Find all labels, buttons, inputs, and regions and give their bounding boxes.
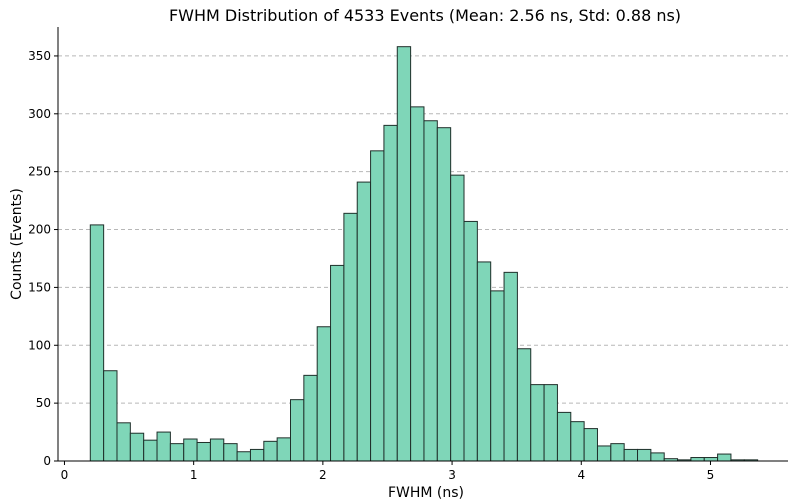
histogram-bar bbox=[249, 448, 265, 462]
histogram-bar bbox=[463, 220, 478, 462]
histogram-bar bbox=[450, 174, 465, 462]
histogram-bar bbox=[209, 438, 225, 462]
histogram-bar bbox=[330, 264, 345, 462]
histogram-bar bbox=[129, 432, 145, 462]
histogram-bar bbox=[650, 452, 665, 462]
histogram-bar bbox=[476, 261, 492, 462]
histogram-bar bbox=[169, 443, 185, 462]
y-tick-label: 150 bbox=[28, 280, 51, 294]
histogram-bar bbox=[236, 451, 251, 462]
y-tick-label: 100 bbox=[28, 338, 51, 352]
histogram-bar bbox=[116, 422, 131, 462]
histogram-bar bbox=[356, 181, 372, 462]
histogram-bar bbox=[143, 439, 158, 462]
histogram-bar bbox=[316, 326, 332, 462]
x-tick-label: 0 bbox=[61, 468, 69, 482]
chart-title: FWHM Distribution of 4533 Events (Mean: … bbox=[169, 6, 681, 25]
x-tick-label: 3 bbox=[448, 468, 456, 482]
x-tick-label: 4 bbox=[577, 468, 585, 482]
histogram-bar bbox=[530, 384, 545, 462]
x-axis-label: FWHM (ns) bbox=[388, 485, 464, 501]
axes-layer bbox=[57, 27, 788, 462]
y-tick-label: 50 bbox=[36, 396, 51, 410]
histogram-bar bbox=[156, 431, 171, 462]
y-tick-label: 200 bbox=[28, 223, 51, 237]
histogram-bar bbox=[423, 120, 438, 462]
histogram-bar bbox=[490, 290, 505, 462]
y-tick-label: 300 bbox=[28, 107, 51, 121]
histogram-bar bbox=[610, 443, 625, 462]
histogram-bar bbox=[543, 384, 558, 462]
histogram-bar bbox=[503, 271, 518, 462]
histogram-bar bbox=[717, 453, 732, 462]
histogram-bar bbox=[583, 428, 598, 462]
bars-layer bbox=[89, 46, 759, 462]
y-tick-label: 250 bbox=[28, 165, 51, 179]
histogram-bar bbox=[410, 106, 425, 462]
histogram-bar bbox=[223, 443, 238, 462]
x-tick-label: 1 bbox=[190, 468, 198, 482]
histogram-bar bbox=[89, 224, 105, 462]
histogram-bar bbox=[103, 370, 118, 462]
histogram-bar bbox=[263, 440, 278, 462]
ticks-layer: 0 50 100 150 200 250 300 350 0 1 2 3 4 5 bbox=[28, 49, 714, 482]
histogram-bar bbox=[303, 374, 318, 462]
histogram-bar bbox=[196, 441, 211, 462]
x-tick-label: 5 bbox=[707, 468, 715, 482]
histogram-bar bbox=[396, 46, 412, 462]
histogram-bar bbox=[637, 448, 652, 462]
y-tick-label: 0 bbox=[43, 454, 51, 468]
histogram-bar bbox=[596, 445, 612, 462]
y-tick-label: 350 bbox=[28, 49, 51, 63]
histogram-bar bbox=[516, 348, 532, 462]
histogram-bar bbox=[690, 457, 705, 462]
histogram-bar bbox=[290, 399, 305, 462]
histogram-bar bbox=[436, 127, 452, 462]
y-axis-label: Counts (Events) bbox=[9, 188, 25, 300]
x-tick-label: 2 bbox=[319, 468, 327, 482]
histogram-bar bbox=[556, 411, 572, 462]
histogram-bar bbox=[703, 457, 719, 462]
histogram-bar bbox=[183, 438, 198, 462]
histogram-bar bbox=[276, 437, 292, 462]
histogram-bar bbox=[623, 448, 639, 462]
histogram-bar bbox=[383, 124, 398, 462]
histogram-bar bbox=[570, 421, 585, 462]
histogram-bar bbox=[343, 212, 358, 462]
histogram-bar bbox=[370, 150, 385, 462]
